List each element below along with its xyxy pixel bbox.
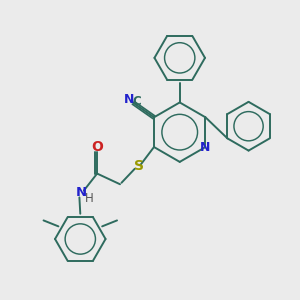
Text: H: H (85, 192, 94, 205)
Text: C: C (133, 95, 141, 108)
Text: N: N (124, 93, 134, 106)
Text: S: S (134, 159, 144, 173)
Text: N: N (75, 186, 86, 200)
Text: N: N (200, 140, 211, 154)
Text: O: O (91, 140, 103, 154)
